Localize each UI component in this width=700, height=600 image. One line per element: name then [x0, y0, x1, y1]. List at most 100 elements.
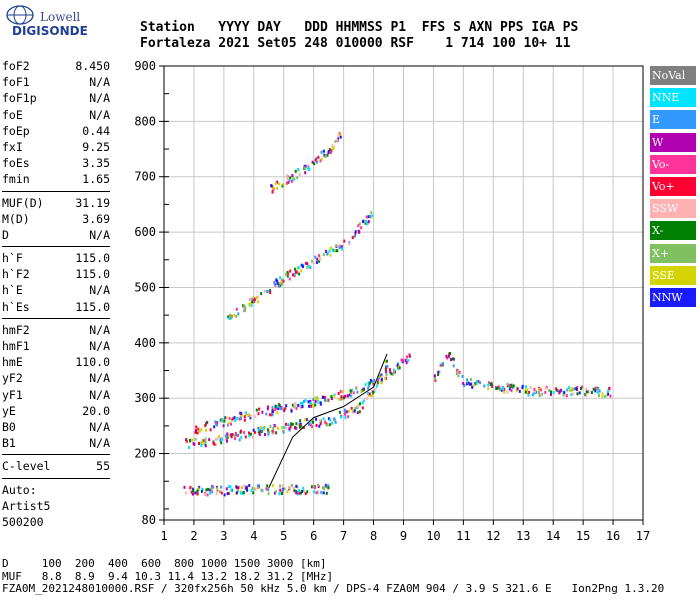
- echo-mark: [262, 426, 265, 430]
- echo-mark: [512, 384, 515, 388]
- echo-mark: [575, 387, 578, 391]
- echo-mark: [197, 487, 200, 491]
- echo-mark: [315, 417, 318, 421]
- echo-mark: [194, 491, 197, 495]
- echo-mark: [506, 382, 509, 386]
- echo-mark: [293, 177, 296, 181]
- echo-mark: [214, 437, 217, 441]
- echo-mark: [467, 381, 470, 385]
- echo-mark: [401, 360, 404, 364]
- echo-mark: [302, 399, 305, 403]
- echo-mark: [275, 278, 278, 282]
- echo-mark: [348, 388, 351, 392]
- echo-mark: [276, 281, 279, 285]
- param-name: B0: [2, 419, 16, 434]
- echo-mark: [292, 486, 295, 490]
- echo-mark: [305, 418, 308, 422]
- x-tick-label: 10: [426, 529, 440, 543]
- y-tick-label: 800: [134, 114, 156, 128]
- echo-mark: [267, 492, 270, 496]
- echo-mark: [405, 361, 408, 365]
- echo-mark: [404, 359, 407, 362]
- echo-mark: [269, 424, 272, 428]
- echo-mark: [220, 485, 223, 489]
- echo-mark: [275, 490, 277, 494]
- echo-mark: [227, 421, 230, 425]
- echo-mark: [319, 257, 322, 261]
- echo-mark: [220, 491, 223, 495]
- echo-mark: [291, 176, 294, 180]
- param-value: N/A: [89, 322, 110, 337]
- echo-mark: [276, 187, 278, 190]
- echo-mark: [249, 414, 252, 418]
- echo-mark: [258, 407, 261, 411]
- echo-mark: [220, 441, 223, 445]
- echo-mark: [367, 386, 370, 390]
- auto-label: Auto:: [2, 482, 37, 497]
- echo-mark: [216, 437, 219, 441]
- echo-mark: [373, 390, 376, 394]
- echo-mark: [374, 387, 377, 391]
- echo-mark: [198, 442, 200, 445]
- echo-mark: [350, 394, 353, 398]
- x-tick-label: 13: [516, 529, 530, 543]
- echo-mark: [231, 417, 234, 421]
- echo-mark: [462, 382, 465, 385]
- echo-mark: [317, 490, 320, 494]
- echo-mark: [253, 300, 256, 304]
- echo-mark: [314, 255, 317, 259]
- param-name: fmin: [2, 172, 30, 187]
- echo-mark: [361, 406, 364, 410]
- echo-mark: [280, 278, 283, 282]
- param-name: foEp: [2, 123, 30, 138]
- echo-mark: [488, 381, 490, 385]
- param-row: foF2 8.450: [2, 58, 110, 74]
- echo-mark: [317, 155, 320, 159]
- echo-mark: [365, 222, 368, 226]
- echo-mark: [578, 391, 581, 395]
- echo-mark: [320, 150, 323, 154]
- echo-mark: [483, 384, 486, 388]
- echo-mark: [251, 486, 254, 490]
- echo-mark: [227, 492, 230, 495]
- echo-mark: [566, 388, 569, 392]
- echo-mark: [197, 427, 200, 431]
- echo-mark: [286, 274, 289, 278]
- echo-mark: [313, 162, 316, 166]
- echo-mark: [354, 406, 357, 410]
- echo-mark: [222, 424, 225, 428]
- echo-mark: [225, 487, 228, 491]
- echo-mark: [311, 160, 314, 164]
- echo-mark: [570, 393, 573, 397]
- echo-mark: [380, 373, 383, 377]
- echo-mark: [282, 484, 284, 488]
- echo-mark: [385, 359, 388, 363]
- echo-mark: [309, 399, 312, 403]
- echo-mark: [510, 384, 513, 388]
- echo-mark: [346, 394, 349, 398]
- echo-mark: [477, 380, 480, 383]
- header-line2: Fortaleza 2021 Set05 248 010000 RSF 1 71…: [140, 36, 571, 51]
- echo-mark: [333, 417, 336, 421]
- echo-mark: [539, 388, 542, 392]
- echo-mark: [324, 398, 326, 402]
- echo-mark: [368, 392, 371, 396]
- echo-mark: [596, 387, 599, 391]
- echo-mark: [521, 386, 524, 390]
- echo-mark: [301, 405, 304, 408]
- echo-mark: [268, 430, 271, 434]
- echo-mark: [524, 388, 527, 392]
- echo-mark: [327, 483, 330, 487]
- echo-mark: [298, 272, 301, 276]
- echo-mark: [254, 487, 257, 491]
- echo-mark: [314, 399, 317, 403]
- echo-mark: [370, 211, 373, 215]
- echo-mark: [354, 231, 357, 235]
- echo-mark: [372, 391, 375, 395]
- echo-mark: [327, 150, 330, 153]
- echo-mark: [322, 149, 325, 153]
- echo-mark: [287, 423, 290, 427]
- echo-mark: [259, 429, 262, 433]
- echo-mark: [297, 404, 300, 407]
- x-tick-label: 2: [190, 529, 197, 543]
